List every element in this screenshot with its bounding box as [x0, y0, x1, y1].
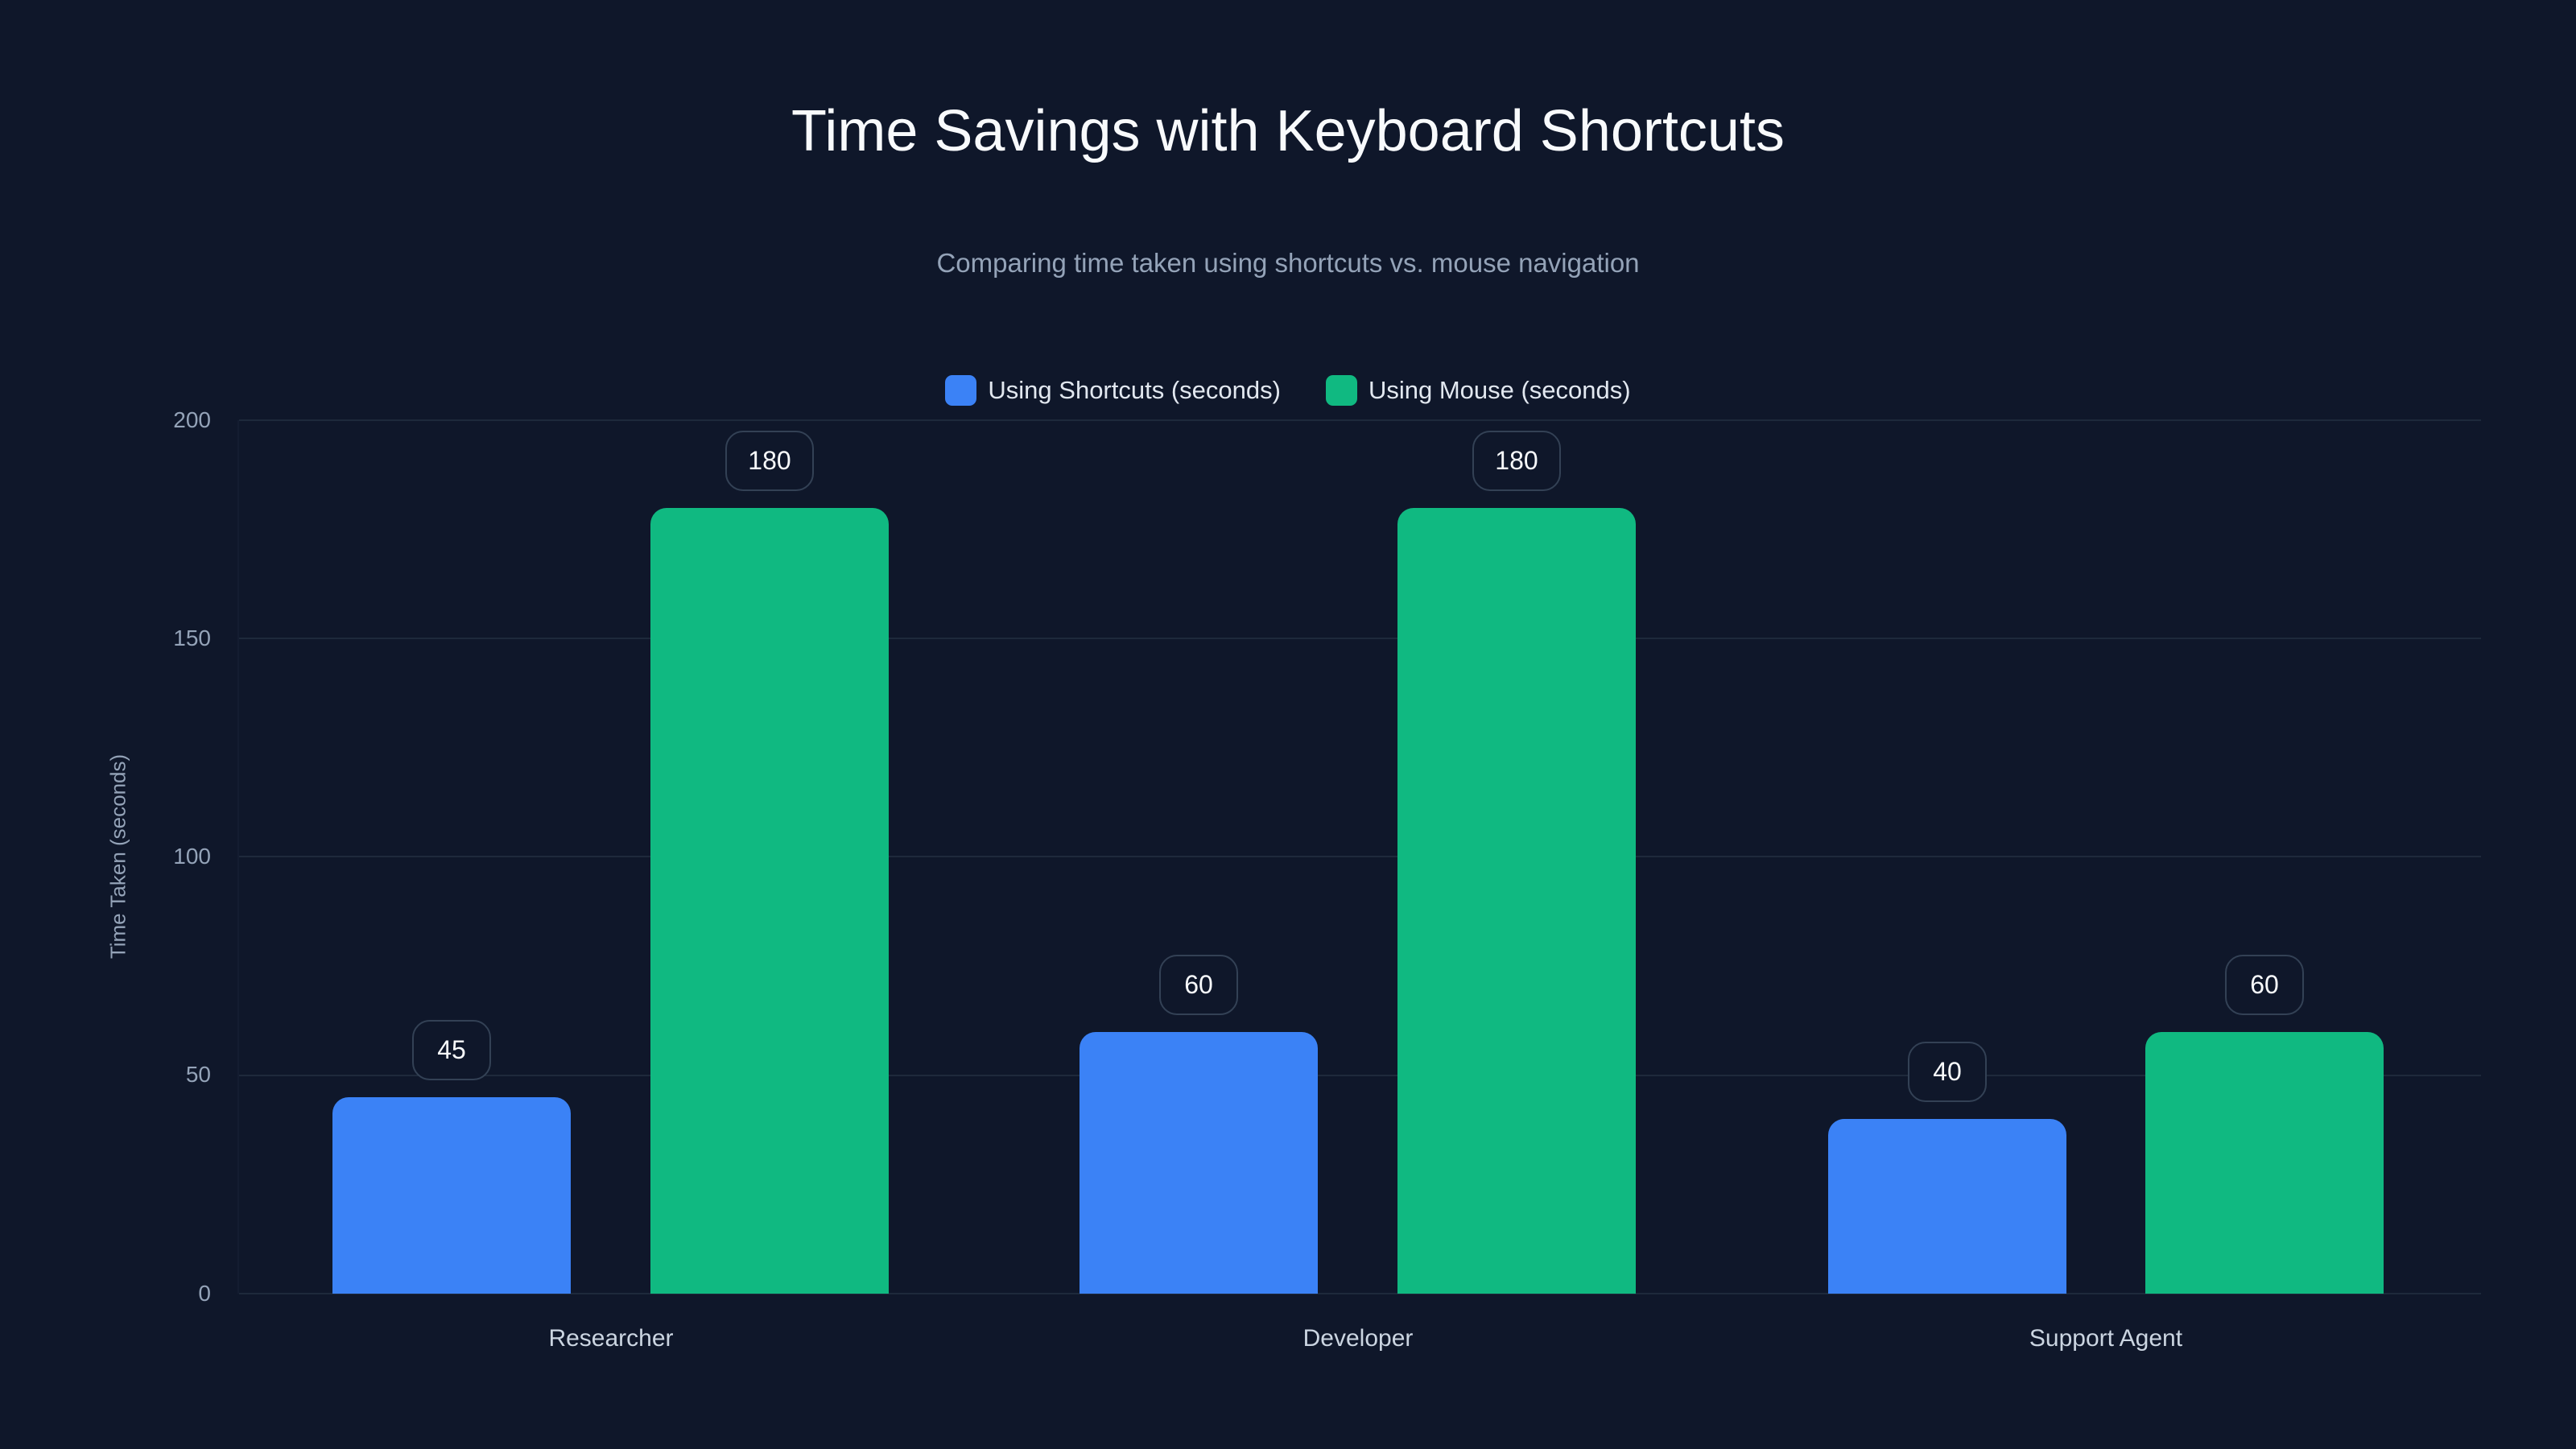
- plot-area: [237, 419, 2481, 1294]
- legend: Using Shortcuts (seconds) Using Mouse (s…: [0, 372, 2576, 409]
- y-tick-200: 200: [173, 407, 211, 432]
- legend-label-shortcuts: Using Shortcuts (seconds): [988, 376, 1281, 404]
- gridline-200: [239, 419, 2481, 421]
- value-label-developer-shortcuts: 60: [1159, 955, 1238, 1015]
- gridline-100: [239, 856, 2481, 857]
- bar-researcher-mouse[interactable]: [650, 508, 889, 1294]
- gridline-150: [239, 638, 2481, 639]
- value-label-support-agent-mouse: 60: [2225, 955, 2304, 1015]
- legend-item-shortcuts[interactable]: Using Shortcuts (seconds): [945, 372, 1281, 409]
- legend-swatch-shortcuts: [945, 375, 977, 406]
- bar-developer-mouse[interactable]: [1397, 508, 1636, 1294]
- gridline-50: [239, 1075, 2481, 1076]
- value-label-researcher-mouse: 180: [725, 431, 814, 491]
- value-label-researcher-shortcuts: 45: [412, 1020, 491, 1080]
- value-label-support-agent-shortcuts: 40: [1908, 1042, 1987, 1102]
- y-tick-100: 100: [173, 844, 211, 869]
- bar-support-agent-shortcuts[interactable]: [1828, 1119, 2066, 1294]
- value-label-developer-mouse: 180: [1472, 431, 1561, 491]
- x-label-support-agent: Support Agent: [2029, 1325, 2183, 1352]
- x-label-researcher: Researcher: [548, 1325, 674, 1352]
- y-tick-150: 150: [173, 625, 211, 650]
- bar-support-agent-mouse[interactable]: [2145, 1032, 2384, 1294]
- legend-swatch-mouse: [1325, 375, 1357, 406]
- x-label-developer: Developer: [1302, 1325, 1414, 1352]
- x-axis-line: [239, 1293, 2481, 1294]
- y-tick-0: 0: [198, 1281, 211, 1306]
- legend-item-mouse[interactable]: Using Mouse (seconds): [1325, 372, 1631, 409]
- chart-subtitle: Comparing time taken using shortcuts vs.…: [936, 248, 1640, 278]
- bar-researcher-shortcuts[interactable]: [332, 1097, 571, 1294]
- bar-developer-shortcuts[interactable]: [1080, 1032, 1318, 1294]
- legend-label-mouse: Using Mouse (seconds): [1368, 376, 1631, 404]
- y-tick-50: 50: [185, 1062, 211, 1087]
- chart-title: Time Savings with Keyboard Shortcuts: [791, 99, 1785, 163]
